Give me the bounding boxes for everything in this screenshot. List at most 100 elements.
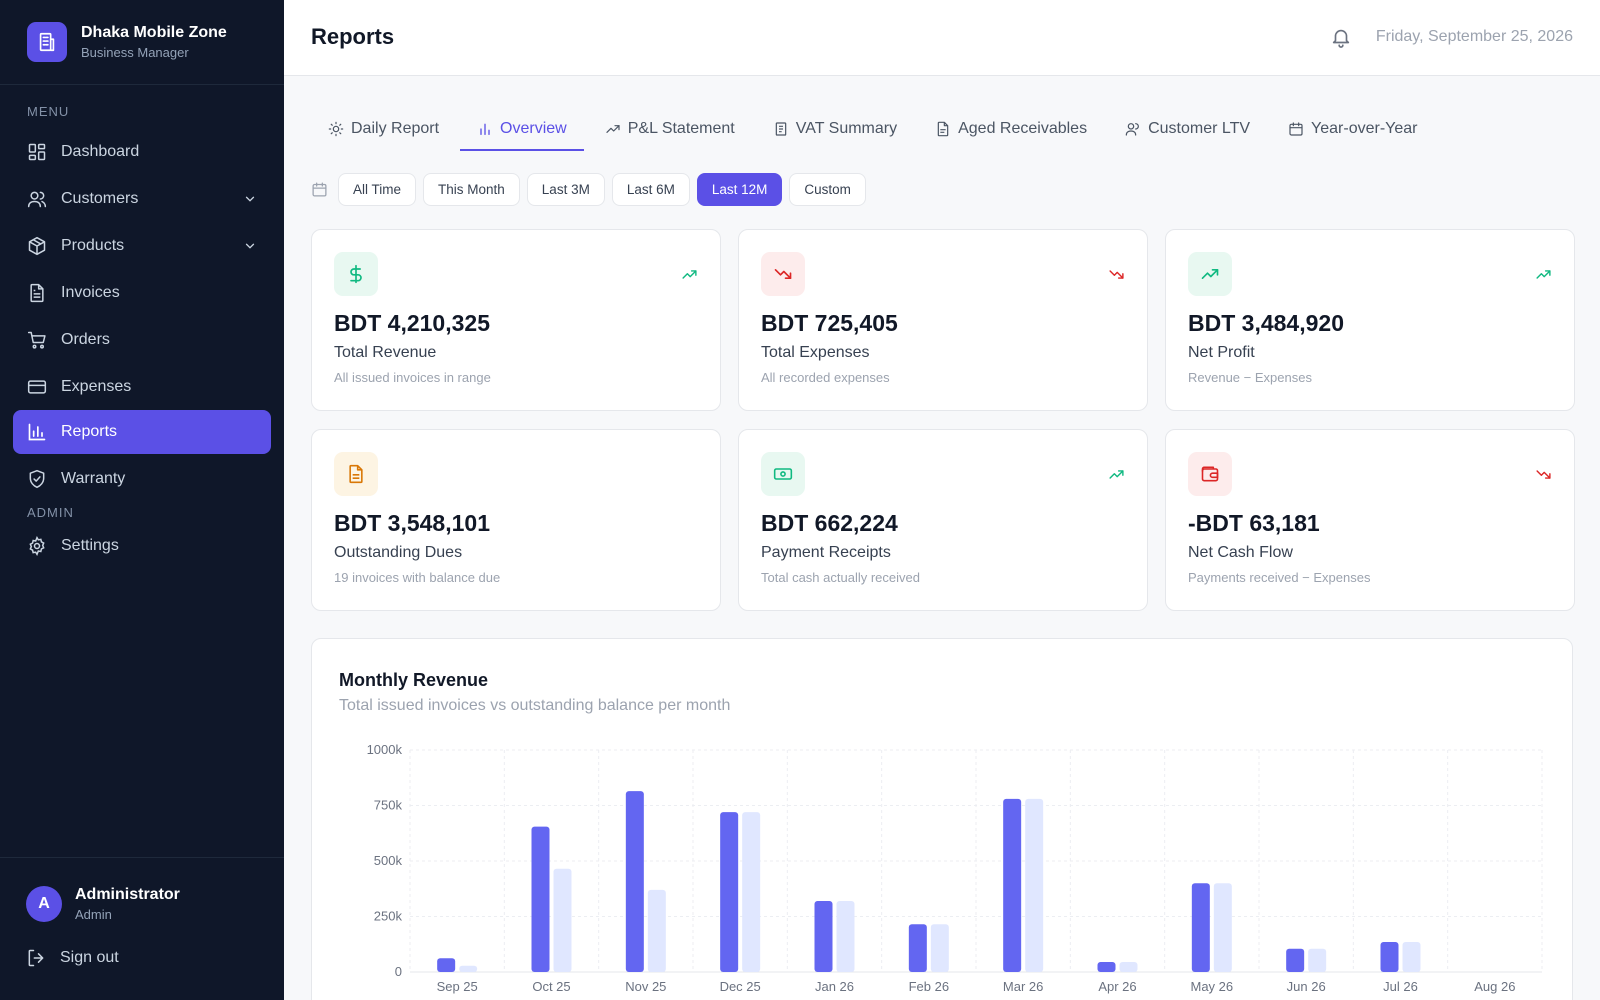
sidebar-item-warranty[interactable]: Warranty bbox=[13, 457, 271, 501]
tab-label: Aged Receivables bbox=[958, 120, 1088, 137]
cart-icon bbox=[27, 331, 46, 349]
x-tick-label: May 26 bbox=[1191, 979, 1234, 994]
sidebar-item-label: Reports bbox=[61, 423, 118, 440]
stat-subtitle: Revenue − Expenses bbox=[1188, 370, 1312, 385]
bar-chart-icon bbox=[28, 423, 46, 441]
grid-icon bbox=[28, 143, 46, 161]
bar-primary bbox=[908, 924, 927, 972]
sidebar-item-label: Dashboard bbox=[61, 143, 140, 160]
page-title: Reports bbox=[311, 24, 395, 49]
x-tick-label: Apr 26 bbox=[1098, 979, 1136, 994]
bar-primary bbox=[1286, 948, 1305, 972]
sidebar-item-label: Expenses bbox=[61, 378, 132, 395]
bar-primary bbox=[1097, 962, 1116, 972]
x-tick-label: Feb 26 bbox=[909, 979, 949, 994]
stat-title: Payment Receipts bbox=[761, 544, 891, 561]
trend-up-icon bbox=[682, 270, 697, 279]
bar-secondary bbox=[1213, 883, 1232, 972]
stat-subtitle: Payments received − Expenses bbox=[1188, 570, 1371, 585]
calendar-icon bbox=[312, 182, 327, 197]
sign-out-button[interactable]: Sign out bbox=[26, 948, 119, 968]
tab-aged-receivables[interactable]: Aged Receivables bbox=[918, 108, 1104, 150]
tab-label: Overview bbox=[500, 120, 567, 137]
bar-secondary bbox=[1119, 962, 1138, 972]
stat-title: Outstanding Dues bbox=[334, 544, 463, 561]
sidebar-item-customers[interactable]: Customers bbox=[13, 177, 271, 221]
range-last-6m[interactable]: Last 6M bbox=[611, 173, 690, 206]
bar-chart-icon bbox=[480, 123, 490, 135]
shield-check-icon bbox=[29, 469, 45, 489]
receipt-icon bbox=[775, 122, 787, 136]
bar-secondary bbox=[742, 812, 761, 972]
stat-title: Total Revenue bbox=[334, 344, 437, 361]
admin-section-label: ADMIN bbox=[27, 505, 74, 520]
range-last-12m[interactable]: Last 12M bbox=[696, 173, 783, 206]
range-this-month[interactable]: This Month bbox=[423, 173, 520, 206]
sun-icon bbox=[328, 121, 344, 137]
chevron-down-icon[interactable] bbox=[243, 192, 257, 206]
x-tick-label: Sep 25 bbox=[437, 979, 478, 994]
y-tick-label: 750k bbox=[374, 798, 403, 813]
tab-label: P&L Statement bbox=[627, 120, 735, 137]
bar-secondary bbox=[1025, 798, 1044, 972]
bar-secondary bbox=[459, 965, 478, 972]
tab-pl-statement[interactable]: P&L Statement bbox=[588, 108, 752, 150]
logout-icon bbox=[28, 949, 44, 967]
brand-name: Dhaka Mobile Zone bbox=[81, 24, 227, 41]
range-last-3m[interactable]: Last 3M bbox=[526, 173, 605, 206]
current-date: Friday, September 25, 2026 bbox=[1375, 28, 1573, 45]
sidebar-item-reports[interactable]: Reports bbox=[13, 410, 271, 454]
stat-title: Total Expenses bbox=[761, 344, 870, 361]
tab-customer-ltv[interactable]: Customer LTV bbox=[1108, 108, 1267, 150]
bar-secondary bbox=[647, 889, 666, 972]
stat-title: Net Cash Flow bbox=[1188, 544, 1293, 561]
menu-section-label: MENU bbox=[27, 104, 70, 119]
sidebar-item-dashboard[interactable]: Dashboard bbox=[13, 130, 271, 174]
file-icon bbox=[30, 283, 44, 303]
bar-primary bbox=[1191, 883, 1210, 972]
dollar-icon bbox=[334, 252, 378, 296]
range-custom[interactable]: Custom bbox=[789, 173, 866, 206]
stat-value: BDT 4,210,325 bbox=[334, 310, 490, 336]
sidebar-item-label: Warranty bbox=[61, 470, 126, 487]
tab-label: Customer LTV bbox=[1148, 120, 1251, 137]
bar-secondary bbox=[1308, 948, 1327, 972]
y-tick-label: 500k bbox=[374, 853, 403, 868]
sidebar-footer: A Administrator Admin Sign out bbox=[0, 857, 284, 967]
tab-daily-report[interactable]: Daily Report bbox=[311, 108, 456, 150]
sidebar-item-settings[interactable]: Settings bbox=[13, 524, 271, 568]
bar-primary bbox=[1380, 942, 1399, 972]
gear-icon bbox=[29, 536, 45, 556]
trend-down-icon bbox=[1536, 470, 1551, 479]
range-all-time[interactable]: All Time bbox=[338, 173, 417, 206]
tab-overview[interactable]: Overview bbox=[460, 108, 584, 151]
bar-secondary bbox=[836, 900, 855, 972]
stat-subtitle: All issued invoices in range bbox=[334, 370, 491, 385]
sidebar-item-orders[interactable]: Orders bbox=[13, 318, 271, 362]
bell-icon[interactable] bbox=[1330, 26, 1352, 48]
avatar: A bbox=[26, 886, 62, 922]
stat-value: BDT 3,548,101 bbox=[334, 510, 490, 536]
document-icon bbox=[334, 452, 378, 496]
x-tick-label: Jul 26 bbox=[1383, 979, 1418, 994]
bar-primary bbox=[531, 826, 550, 972]
sidebar-item-invoices[interactable]: Invoices bbox=[13, 271, 271, 315]
y-tick-label: 1000k bbox=[367, 742, 403, 757]
tab-vat-summary[interactable]: VAT Summary bbox=[756, 108, 914, 150]
trend-up-icon bbox=[1536, 270, 1551, 279]
chart-subtitle: Total issued invoices vs outstanding bal… bbox=[339, 697, 731, 714]
monthly-revenue-chart: 0 250k 500k 750k 1000k Sep 25 Oct 25 Nov 25 Dec … bbox=[367, 742, 1543, 994]
sidebar-item-expenses[interactable]: Expenses bbox=[13, 365, 271, 409]
x-tick-label: Jan 26 bbox=[815, 979, 854, 994]
bar-secondary bbox=[553, 868, 572, 972]
trend-up-icon bbox=[1188, 252, 1232, 296]
user-profile[interactable]: A Administrator Admin bbox=[26, 886, 180, 922]
stat-card-net-cash-flow: -BDT 63,181 Net Cash Flow Payments recei… bbox=[1165, 429, 1575, 611]
trend-up-icon bbox=[1109, 470, 1124, 479]
monthly-revenue-panel: Monthly Revenue Total issued invoices vs… bbox=[311, 638, 1573, 1000]
chevron-down-icon[interactable] bbox=[243, 239, 257, 253]
sidebar-item-products[interactable]: Products bbox=[13, 224, 271, 268]
sidebar-item-label: Invoices bbox=[61, 284, 120, 301]
tab-year-over-year[interactable]: Year-over-Year bbox=[1271, 108, 1434, 150]
sidebar: Dhaka Mobile Zone Business Manager MENU … bbox=[0, 0, 284, 1000]
